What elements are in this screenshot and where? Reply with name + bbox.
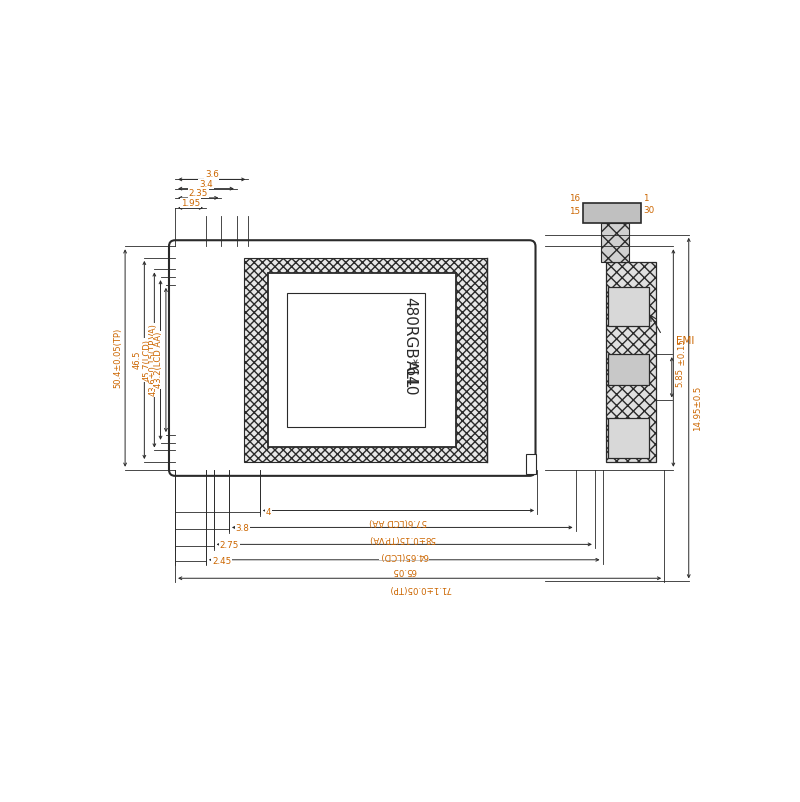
- Text: 1.95: 1.95: [181, 199, 200, 208]
- Bar: [608, 287, 649, 326]
- Text: 14.95±0.5: 14.95±0.5: [693, 386, 702, 431]
- Bar: [245, 258, 487, 462]
- Bar: [287, 293, 426, 427]
- Text: 57.6(LCD AA): 57.6(LCD AA): [370, 516, 427, 525]
- Text: 43.6±0.15(TP.VA): 43.6±0.15(TP.VA): [149, 323, 158, 396]
- Bar: [608, 354, 649, 385]
- Text: 2.35: 2.35: [189, 188, 208, 198]
- Text: 9.3±0.15: 9.3±0.15: [677, 338, 686, 378]
- Text: 43.2(LCD AA): 43.2(LCD AA): [154, 332, 163, 388]
- Text: 16: 16: [569, 194, 580, 203]
- Text: 480RGB*640: 480RGB*640: [402, 298, 418, 395]
- Text: 30: 30: [643, 205, 654, 215]
- Text: EMI: EMI: [676, 336, 694, 346]
- Bar: [601, 223, 630, 261]
- Text: 45.7(LCD): 45.7(LCD): [142, 339, 151, 381]
- Text: 64.65(LCD): 64.65(LCD): [380, 550, 429, 560]
- Text: 15: 15: [569, 207, 580, 217]
- Text: 46.5: 46.5: [132, 350, 142, 369]
- Text: 3.4: 3.4: [199, 180, 213, 188]
- Text: 2.45: 2.45: [212, 557, 231, 566]
- Text: 58±0.15(TP.VA): 58±0.15(TP.VA): [369, 533, 436, 543]
- Bar: [608, 418, 649, 458]
- Text: ALL: ALL: [402, 360, 418, 387]
- Text: 50.4±0.05(TP): 50.4±0.05(TP): [113, 328, 122, 388]
- Text: 5.85: 5.85: [676, 368, 685, 387]
- Text: 3.8: 3.8: [235, 525, 249, 533]
- Text: 71.1±0.05(TP): 71.1±0.05(TP): [388, 585, 451, 593]
- Text: 3.6: 3.6: [205, 170, 218, 180]
- Bar: [583, 202, 641, 223]
- Text: 2.75: 2.75: [220, 541, 239, 550]
- Bar: [526, 454, 535, 473]
- Text: 1: 1: [643, 194, 649, 203]
- Text: 4: 4: [266, 508, 271, 516]
- Text: 65.05: 65.05: [392, 566, 417, 575]
- Bar: [267, 273, 456, 447]
- Bar: [606, 261, 656, 462]
